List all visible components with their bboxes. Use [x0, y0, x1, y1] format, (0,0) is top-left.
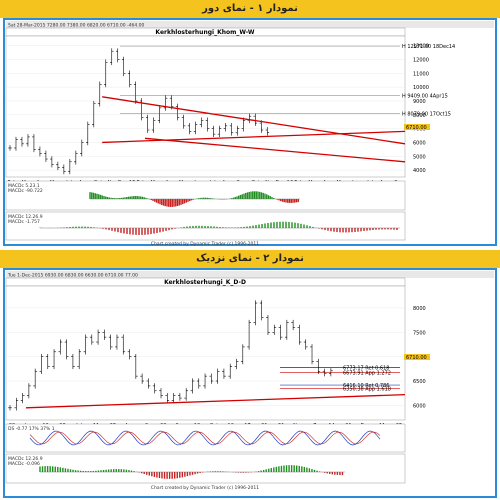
y-tick-label: 8000 — [413, 113, 426, 119]
level-label: H 12971.00 18Dec14 — [402, 44, 455, 50]
y-tick-label: 7500 — [413, 330, 426, 336]
y-tick-label: 6000 — [413, 403, 426, 409]
trendline — [144, 137, 406, 163]
y-tick-label: 6500 — [413, 379, 426, 385]
panel2-ind2-line2: MACDc -0.096 — [8, 461, 40, 467]
panel2-footer: Chart created by Dynamic Trader (c) 1996… — [151, 485, 259, 491]
trendline — [102, 96, 406, 145]
trendline — [102, 130, 406, 144]
panel2-indicator2 — [5, 453, 406, 484]
panel1-header: نمودار ۱ - نمای دور — [0, 0, 500, 18]
y-tick-label: 13000 — [413, 44, 429, 50]
panel2-indicator1 — [5, 423, 406, 453]
y-tick-label: 4000 — [413, 168, 426, 174]
panel2-toolbar-text: Tue 1-Dec-2015 6930.00 6830.00 6630.00 6… — [7, 273, 138, 279]
ds-line — [29, 430, 381, 446]
y-tick-label: 9000 — [413, 99, 426, 105]
level-label: 6673.91 App 1.272 — [343, 371, 391, 377]
trendline — [25, 394, 406, 409]
y-tick-label: 10000 — [413, 85, 429, 91]
panel1-indicator1 — [5, 180, 406, 211]
level-label: H 8079.00 17Oct15 — [402, 112, 451, 118]
panel1-ind2-line2: MACDc -1.757 — [8, 219, 40, 225]
panel2-title: Kerkhlosterhungi_K_D-D — [164, 279, 246, 286]
panel1-toolbar-text: Sat 28-Mar-2015 7280.00 7380.00 6820.00 … — [8, 23, 145, 29]
panel2-toolbar — [6, 271, 494, 278]
panel2-last-price: 6710.00 — [406, 355, 427, 361]
y-tick-label: 11000 — [413, 71, 429, 77]
ds-signal-line — [29, 431, 381, 445]
panel1-ind1-line1: MACDc 5.23.1 — [8, 183, 40, 189]
panel2-ind1-line1: DS -0.77 17% 37% 1 — [8, 426, 55, 432]
y-tick-label: 6000 — [413, 140, 426, 146]
y-tick-label: 8000 — [413, 306, 426, 312]
panel1-footer: Chart created by Dynamic Trader (c) 1996… — [151, 241, 259, 247]
panel2-ind2-line1: MACDc 12.26.9 — [8, 456, 43, 462]
panel2-last-price-box — [404, 354, 430, 360]
panel1-title: Kerkhlosterhungi_Khom_W-W — [155, 29, 255, 36]
panel1-last-price: 6710.00 — [406, 125, 427, 131]
panel2-price-area — [5, 285, 406, 421]
level-label: 6416.10 Ret 0.786 — [343, 383, 389, 389]
y-tick-label: 5000 — [413, 154, 426, 160]
level-label: H 9409.00 4Apr15 — [402, 93, 448, 99]
panel1-toolbar — [6, 21, 494, 28]
level-label: 6773.17 Ret 0.618 — [343, 366, 389, 372]
panel2-header: نمودار ۲ - نمای نزدیک — [0, 250, 500, 268]
level-label: 6350.38 App 1.618 — [343, 386, 391, 392]
panel1-last-price-box — [404, 124, 430, 130]
y-tick-label: 12000 — [413, 58, 429, 64]
panel1-ind2-line1: MACDc 12.26.9 — [8, 214, 43, 220]
panel1-ind1-line2: MACDc -90.722 — [8, 188, 43, 194]
